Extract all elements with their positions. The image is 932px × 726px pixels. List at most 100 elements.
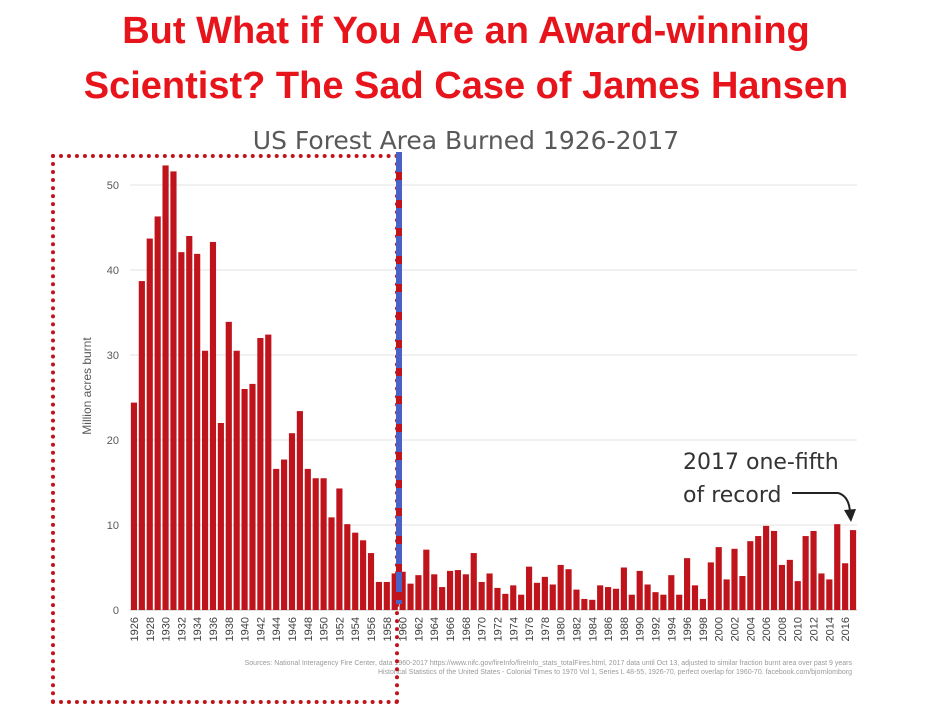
bar-1935 — [201, 350, 209, 610]
bar-1970 — [478, 581, 485, 610]
bar-1991 — [644, 584, 651, 610]
bar-1953 — [344, 524, 351, 610]
bar-1929 — [154, 216, 161, 610]
bar-1988 — [620, 567, 627, 610]
x-tick-label: 1980 — [556, 617, 568, 641]
bar-1957 — [375, 581, 382, 610]
x-tick-label: 1984 — [587, 617, 599, 641]
annotation-line-2: of record — [683, 483, 782, 508]
bar-1943 — [265, 334, 272, 610]
x-tick-label: 1958 — [382, 617, 394, 641]
x-tick-label: 1946 — [287, 617, 299, 641]
bar-1944 — [273, 468, 280, 610]
x-tick-label: 1926 — [129, 617, 141, 641]
bar-2011 — [802, 536, 809, 610]
bar-1937 — [217, 423, 224, 610]
x-tick-label: 1964 — [429, 617, 441, 641]
bar-1947 — [296, 411, 303, 610]
x-tick-label: 2004 — [745, 617, 757, 641]
bar-1961 — [407, 583, 414, 610]
x-tick-label: 2016 — [840, 617, 852, 641]
x-tick-label: 1970 — [477, 617, 489, 641]
bar-1976 — [525, 566, 533, 610]
bar-1973 — [502, 593, 509, 610]
bar-1966 — [446, 570, 454, 610]
x-tick-label: 1930 — [161, 617, 173, 641]
bar-1968 — [462, 574, 469, 610]
x-tick-label: 1936 — [208, 617, 220, 641]
bar-1994 — [668, 575, 675, 610]
bar-1934 — [194, 253, 201, 610]
bar-1999 — [707, 562, 714, 610]
y-tick-label: 40 — [107, 265, 119, 277]
bar-1983 — [581, 598, 588, 610]
bar-2013 — [818, 573, 825, 610]
bar-1998 — [699, 598, 706, 610]
bar-1962 — [415, 575, 422, 610]
x-tick-label: 2008 — [777, 617, 789, 641]
bar-2006 — [763, 525, 770, 610]
x-tick-label: 1932 — [176, 617, 188, 641]
bar-2010 — [794, 581, 801, 610]
bar-1995 — [676, 594, 683, 610]
bar-1927 — [138, 281, 145, 610]
highlight-box-1926-1959 — [51, 154, 399, 704]
x-tick-label: 1940 — [240, 617, 252, 641]
y-tick-label: 50 — [107, 180, 119, 192]
bar-2003 — [739, 576, 746, 610]
y-axis-label: Million acres burnt — [80, 337, 94, 435]
bar-1990 — [636, 570, 643, 610]
headline-line-1: But What if You Are an Award-winning — [122, 10, 810, 52]
y-tick-labels: 0 10 20 30 40 50 — [107, 180, 119, 617]
bar-2005 — [755, 536, 762, 610]
bar-1939 — [233, 350, 240, 610]
x-tick-label: 1982 — [571, 617, 583, 641]
x-tick-label: 2002 — [730, 617, 742, 641]
x-tick-label: 2006 — [761, 617, 773, 641]
x-tick-label: 1956 — [366, 617, 378, 641]
chart-title: US Forest Area Burned 1926-2017 — [252, 126, 680, 155]
annotation-arrow — [792, 492, 851, 513]
y-tick-label: 20 — [107, 435, 119, 447]
bar-1952 — [336, 488, 343, 610]
x-tick-label: 1992 — [650, 617, 662, 641]
x-tick-label: 1942 — [255, 617, 267, 641]
x-tick-label: 1954 — [350, 617, 362, 641]
bar-1926 — [130, 402, 138, 610]
x-tick-label: 1938 — [224, 617, 236, 641]
bar-1980 — [557, 564, 564, 610]
x-tick-label: 2014 — [824, 617, 836, 641]
bar-1971 — [486, 573, 493, 610]
bar-1941 — [249, 383, 256, 610]
x-tick-label: 1934 — [192, 617, 204, 641]
y-tick-label: 10 — [107, 520, 119, 532]
bar-1981 — [565, 569, 572, 610]
bar-1975 — [518, 594, 525, 610]
bar-1959 — [391, 573, 398, 610]
bars — [130, 165, 857, 611]
bar-1938 — [225, 321, 232, 610]
x-tick-label: 1972 — [492, 617, 504, 641]
x-tick-label: 1928 — [145, 617, 157, 641]
bar-1960 — [399, 571, 406, 610]
annotation-arrowhead — [844, 509, 856, 522]
bar-1948 — [304, 468, 311, 610]
x-tick-label: 1976 — [524, 617, 536, 641]
bar-2007 — [770, 530, 778, 610]
bar-2002 — [731, 548, 738, 610]
bar-1972 — [494, 587, 501, 610]
x-tick-label: 1960 — [398, 617, 410, 641]
x-tick-label: 1968 — [461, 617, 473, 641]
bar-1936 — [209, 241, 217, 610]
x-tick-label: 1978 — [540, 617, 552, 641]
bar-1933 — [186, 236, 193, 610]
bar-1982 — [573, 589, 580, 610]
x-tick-label: 1990 — [635, 617, 647, 641]
bar-1949 — [312, 478, 319, 610]
bar-1989 — [628, 594, 635, 610]
bar-1978 — [541, 576, 548, 610]
x-tick-labels: 1926 1928 1930 1932 1934 1936 1938 1940 1942 1944… — [129, 617, 852, 641]
x-tick-label: 1998 — [698, 617, 710, 641]
bar-1931 — [170, 171, 177, 610]
